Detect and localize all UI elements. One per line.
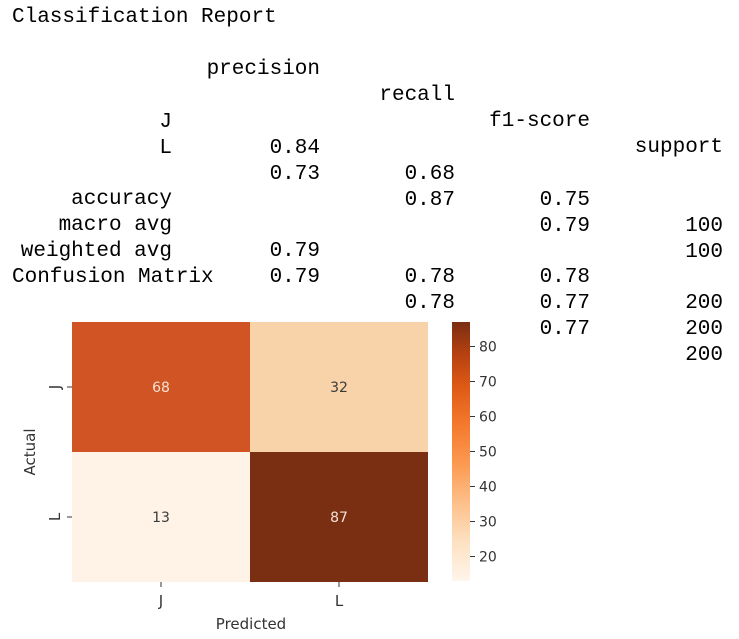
row-f1-score: 0.78: [539, 266, 590, 289]
row-support: 200: [685, 344, 723, 367]
colorbar-tick-label: 30: [479, 515, 497, 531]
report-row-j: J 0.84 0.68 0.75 100: [0, 84, 739, 238]
row-recall: 0.68: [404, 163, 455, 186]
row-label: macro avg: [58, 214, 172, 237]
header-precision: precision: [206, 58, 320, 81]
x-axis-label: Predicted: [216, 615, 286, 633]
header-recall: recall: [379, 84, 455, 107]
report-header-row: precision recall f1-score support: [0, 31, 739, 159]
row-label: accuracy: [71, 188, 172, 211]
heatmap-cell-value: 13: [152, 510, 170, 526]
report-row-macro-avg: macro avg 0.79 0.78 0.77 200: [0, 187, 739, 341]
row-support: 200: [685, 292, 723, 315]
y-tick-label: J: [46, 385, 64, 390]
row-precision: 0.84: [269, 137, 320, 160]
header-f1-score: f1-score: [489, 110, 590, 133]
heatmap-cell-value: 87: [330, 510, 348, 526]
heatmap-cell-value: 32: [330, 380, 348, 396]
colorbar-tick-label: 60: [479, 410, 497, 426]
heatmap-cell-value: 68: [152, 380, 170, 396]
row-label: weighted avg: [20, 240, 172, 263]
colorbar-tick-label: 40: [479, 480, 497, 496]
row-f1-score: 0.79: [539, 215, 590, 238]
row-label: L: [159, 137, 172, 160]
heatmap-axes: J L J L: [46, 385, 344, 610]
heatmap-cell: [72, 452, 250, 582]
row-f1-score: 0.77: [539, 292, 590, 315]
report-row-l: L 0.73 0.87 0.79 100: [0, 110, 739, 264]
row-label: J: [159, 111, 172, 134]
colorbar-tick-label: 80: [479, 340, 497, 356]
row-recall: 0.87: [404, 189, 455, 212]
colorbar-ticks: 20 30 40 50 60 70 80: [470, 340, 497, 566]
x-tick-label: J: [158, 592, 163, 610]
heatmap-cells: 68 32 13 87: [72, 322, 428, 582]
report-row-weighted-avg: weighted avg 0.79 0.78 0.77 200: [0, 213, 739, 367]
row-support: 100: [685, 215, 723, 238]
classification-report-title: Classification Report: [12, 6, 277, 29]
heatmap-cell: [72, 322, 250, 452]
row-recall: 0.78: [404, 266, 455, 289]
report-row-accuracy: accuracy 0.78 200: [0, 161, 739, 315]
colorbar-tick-label: 50: [479, 445, 497, 461]
y-axis-label: Actual: [21, 429, 39, 476]
colorbar-tick-label: 70: [479, 375, 497, 391]
row-precision: 0.79: [269, 240, 320, 263]
row-recall: 0.78: [404, 292, 455, 315]
heatmap-cell: [250, 452, 428, 582]
x-tick-label: L: [335, 592, 344, 610]
row-precision: 0.73: [269, 163, 320, 186]
colorbar-tick-label: 20: [479, 550, 497, 566]
row-precision: 0.79: [269, 266, 320, 289]
row-support: 100: [685, 241, 723, 264]
row-f1-score: 0.77: [539, 318, 590, 341]
heatmap-cell: [250, 322, 428, 452]
colorbar: [452, 322, 470, 581]
row-f1-score: 0.75: [539, 189, 590, 212]
row-support: 200: [685, 318, 723, 341]
header-support: support: [634, 136, 723, 159]
confusion-matrix-title: Confusion Matrix: [12, 266, 214, 289]
y-tick-label: L: [46, 512, 64, 521]
